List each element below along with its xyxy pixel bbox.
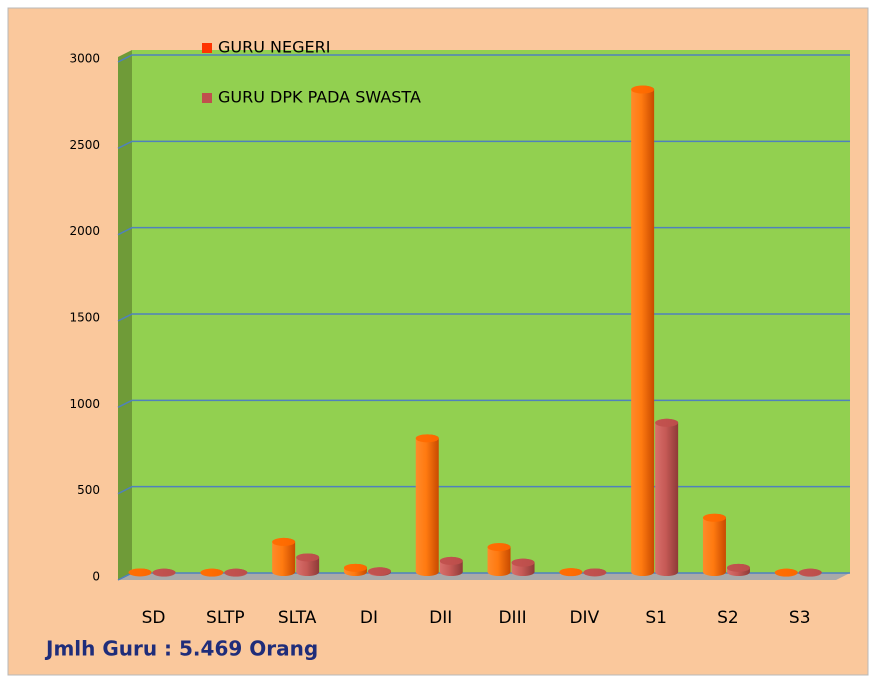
bar-top — [511, 558, 535, 567]
y-tick-label: 2000 — [69, 224, 100, 238]
grid-line — [117, 140, 850, 150]
bar-top — [296, 553, 320, 562]
grid-line — [117, 54, 850, 63]
bar-top — [631, 85, 655, 94]
bar-top — [367, 567, 391, 576]
annotation: Jmlh Guru : 5.469 Orang — [44, 637, 318, 661]
y-tick-label: 3000 — [69, 52, 100, 66]
x-tick-label: SLTA — [278, 608, 317, 628]
bar — [655, 418, 679, 576]
x-tick-label: S3 — [789, 608, 811, 628]
bar — [272, 537, 296, 576]
y-tick-label: 500 — [77, 483, 100, 497]
y-tick-label: 2500 — [69, 138, 100, 152]
legend-label: GURU NEGERI — [218, 38, 330, 57]
y-tick-label: 0 — [92, 570, 100, 584]
plot-area — [132, 50, 850, 573]
x-tick-label: DIV — [569, 608, 599, 628]
bar-top — [128, 568, 152, 577]
bar-top — [200, 568, 224, 577]
grid-line — [117, 226, 850, 236]
bar — [702, 513, 726, 576]
legend-label: GURU DPK PADA SWASTA — [218, 88, 421, 107]
bar-top — [774, 568, 798, 577]
legend-swatch — [202, 43, 212, 53]
bar-top — [272, 537, 296, 546]
y-tick-label: 1500 — [69, 311, 100, 325]
bar-top — [415, 434, 439, 443]
bar-top — [343, 563, 367, 572]
bar — [631, 85, 655, 577]
bar-top — [439, 556, 463, 565]
bar-top — [559, 568, 583, 577]
grid-line — [117, 485, 850, 495]
bar — [487, 543, 511, 576]
bar — [415, 434, 439, 576]
bar-top — [655, 418, 679, 427]
y-tick-label: 1000 — [69, 397, 100, 411]
x-tick-label: S2 — [717, 608, 739, 628]
grid-line — [117, 313, 850, 322]
x-tick-label: DIII — [498, 608, 526, 628]
bar-top — [487, 543, 511, 552]
side-wall — [118, 50, 132, 580]
bar-top — [702, 513, 726, 522]
legend-swatch — [202, 93, 212, 103]
bar-top — [152, 568, 176, 577]
x-tick-label: S1 — [645, 608, 667, 628]
bar-top — [224, 568, 248, 577]
x-tick-label: DI — [360, 608, 378, 628]
bar-top — [583, 568, 607, 577]
bar-top — [798, 568, 822, 577]
bar-top — [726, 563, 750, 572]
x-tick-label: SD — [142, 608, 166, 628]
grid-line — [117, 399, 850, 409]
x-tick-label: SLTP — [206, 608, 245, 628]
x-tick-label: DII — [429, 608, 452, 628]
